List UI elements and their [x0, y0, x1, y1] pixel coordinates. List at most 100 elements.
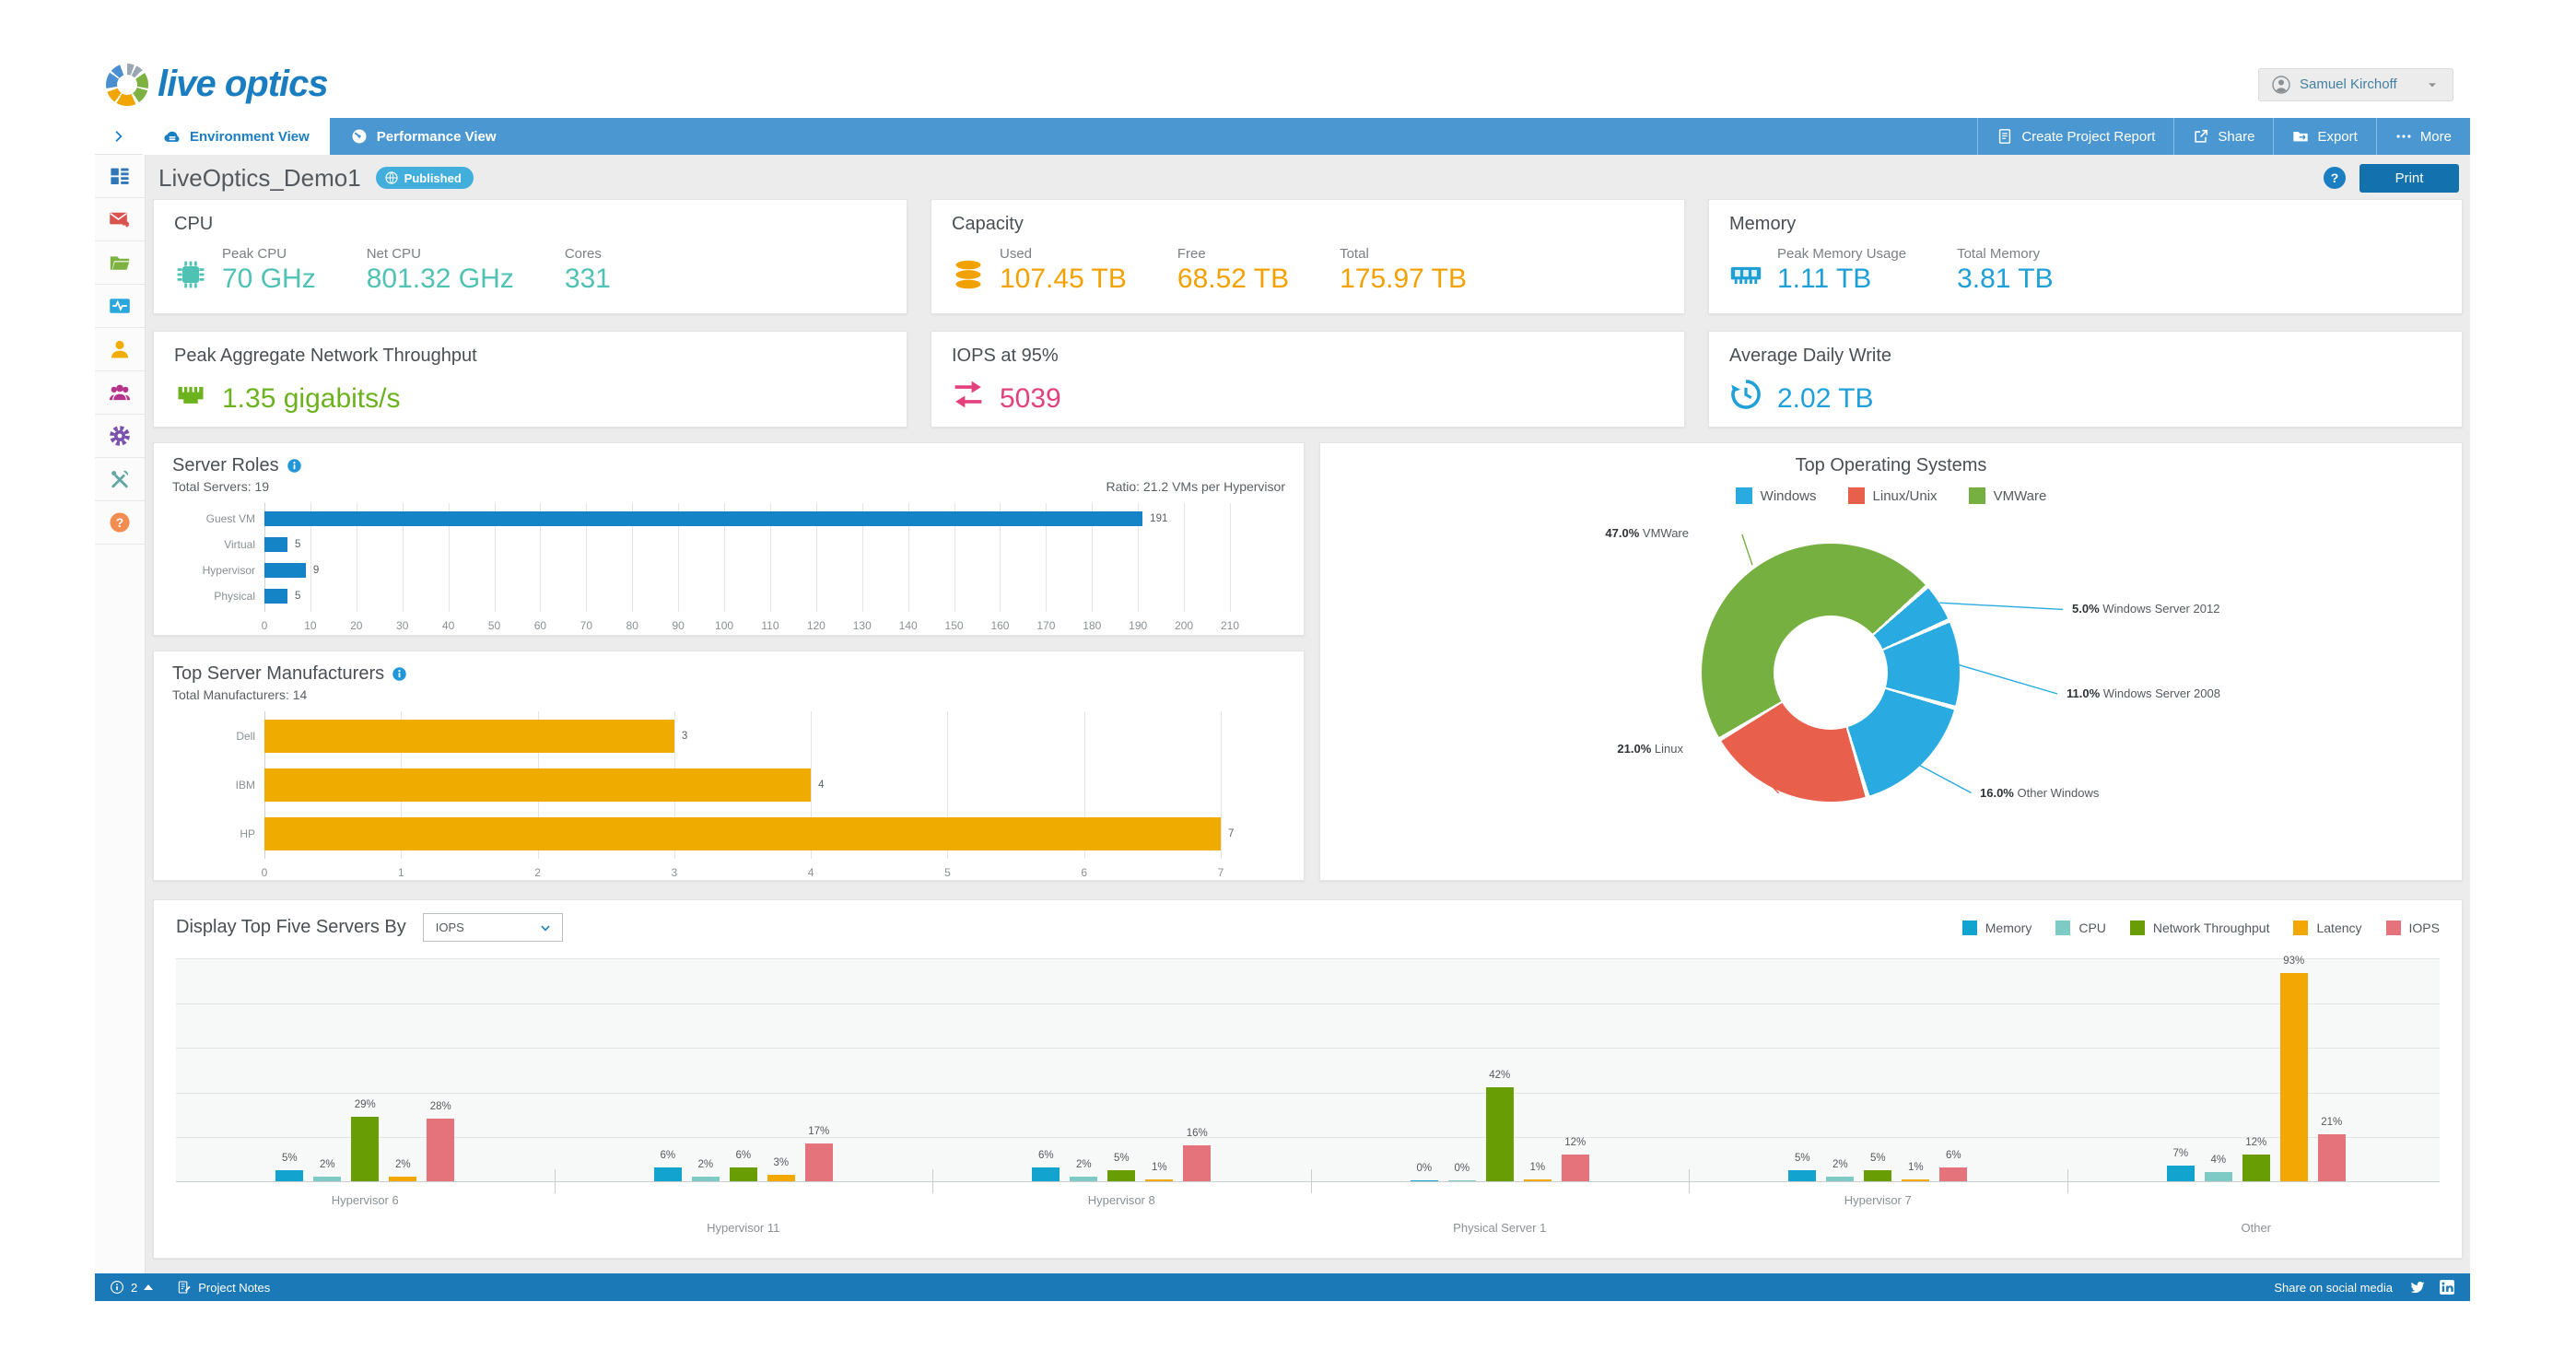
create-project-report-button[interactable]: Create Project Report [1977, 118, 2173, 155]
category-label: Dell [236, 730, 255, 743]
sidebar-item-dashboard[interactable] [95, 155, 145, 198]
export-icon [2292, 128, 2309, 145]
bar [264, 768, 812, 802]
legend-swatch [1968, 487, 1985, 504]
more-button[interactable]: More [2375, 118, 2470, 155]
metric: 5039 [1000, 383, 1061, 415]
action-label: Create Project Report [2021, 128, 2156, 145]
bar-value-label: 4% [2210, 1155, 2227, 1166]
bar-memory [653, 1167, 682, 1181]
cpu-icon [174, 258, 207, 291]
chevron-right-icon [111, 129, 126, 144]
gridline [176, 1048, 2440, 1050]
tick-label: 150 [944, 619, 964, 632]
view-tabs: Environment View Performance View [143, 118, 517, 155]
sidebar-item-profile[interactable] [95, 328, 145, 371]
sidebar-item-help[interactable]: ? [95, 501, 145, 545]
stat-card-memory: Memory Peak Memory Usage 1.11 TB Total Memo… [1708, 199, 2463, 314]
tick-label: 70 [580, 619, 593, 632]
sidebar-collapse-button[interactable] [95, 118, 143, 155]
dashboard-icon [109, 165, 131, 187]
gridline [947, 711, 949, 859]
print-button[interactable]: Print [2359, 163, 2459, 193]
metric-select[interactable]: IOPS [422, 913, 563, 942]
stat-card-capacity: Capacity Used 107.45 TB Free 68.52 TB Total 17… [931, 199, 1685, 314]
bar [264, 537, 287, 552]
gridline [1138, 503, 1140, 612]
bar-value-label: 0% [1454, 1163, 1470, 1174]
bar-value-label: 93% [2283, 956, 2305, 967]
axis-ticks: 0 1 2 3 4 5 6 7 [261, 866, 1224, 883]
category-label: Physical [214, 590, 255, 603]
bar-value-label: 6% [1037, 1150, 1054, 1161]
tick-label: 120 [806, 619, 825, 632]
tab-performance-view[interactable]: Performance View [330, 118, 517, 155]
bar-memory [275, 1170, 304, 1181]
axis-labels: Guest VM Virtual Hypervisor Physical [172, 503, 264, 636]
info-icon[interactable] [287, 458, 302, 474]
bar-value-label: 5% [1794, 1153, 1810, 1164]
bar-row: 7 [264, 817, 1234, 850]
manufacturers-subtitle: Total Manufacturers: 14 [172, 687, 308, 702]
tab-environment-view[interactable]: Environment View [143, 118, 330, 155]
bar-value-label: 1% [1529, 1162, 1546, 1173]
folder-icon [109, 252, 131, 274]
tick-label: 0 [261, 866, 268, 879]
gridline [769, 503, 771, 612]
gridline [586, 503, 588, 612]
tick-label: 3 [671, 866, 678, 879]
tick-label: 1 [397, 866, 404, 879]
tools-icon [109, 468, 131, 490]
plot-wrap: 3 4 7 0 1 2 3 4 5 6 7 [261, 711, 1234, 883]
stat-row-1: CPU Peak CPU 70 GHz Net CPU 801.32 GHz Cores 3… [153, 199, 2463, 314]
server-roles-chart: Guest VM Virtual Hypervisor Physical 191 5 9 5 0… [172, 503, 1285, 636]
export-button[interactable]: Export [2273, 118, 2375, 155]
sidebar: ? [95, 155, 146, 1273]
bar-latency [389, 1177, 417, 1181]
twitter-icon[interactable] [2409, 1279, 2426, 1296]
os-donut-chart: 47.0% VMWare 5.0% Windows Server 2012 11.0… [1342, 511, 2440, 867]
caret-up-icon [144, 1284, 154, 1290]
tick-label: 2 [534, 866, 541, 879]
bar-row: 5 [264, 589, 1230, 604]
logo-text: live optics [158, 64, 329, 104]
sidebar-item-projects[interactable] [95, 241, 145, 285]
manufacturers-card: Top Server Manufacturers Total Manufactu… [153, 651, 1305, 881]
sidebar-item-team[interactable] [95, 371, 145, 415]
bar-value-label: 28% [429, 1101, 451, 1112]
sidebar-item-tools[interactable] [95, 458, 145, 501]
tick-label: 7 [1217, 866, 1224, 879]
info-circle-icon [110, 1280, 124, 1295]
tick-label: 170 [1036, 619, 1056, 632]
manufacturers-title: Top Server Manufacturers [172, 663, 385, 684]
top-header: live optics Samuel Kirchoff [95, 51, 2470, 118]
axis-ticks: 0 10 20 30 40 50 60 70 80 90 100 110 120 130 140 150 160… [262, 619, 1239, 636]
project-notes-button[interactable]: Project Notes [177, 1280, 270, 1295]
sidebar-item-invitations[interactable] [95, 198, 145, 241]
notifications-toggle[interactable]: 2 [110, 1280, 154, 1295]
bar-cpu [691, 1177, 720, 1181]
bar-latency [2279, 973, 2308, 1181]
bar-iops [2317, 1134, 2346, 1181]
help-button[interactable]: ? [2323, 166, 2347, 190]
share-button[interactable]: Share [2173, 118, 2273, 155]
top-five-title: Display Top Five Servers By [176, 917, 406, 937]
server-roles-card: Server Roles Total Servers: 19 Ratio: 21… [153, 442, 1305, 636]
legend-swatch [2055, 920, 2071, 935]
tick-label: 90 [672, 619, 685, 632]
sidebar-item-settings[interactable] [95, 415, 145, 458]
category-label: Hypervisor 11 [707, 1221, 780, 1235]
notification-count: 2 [131, 1280, 138, 1295]
linkedin-icon[interactable] [2439, 1279, 2455, 1296]
gridline [264, 503, 265, 612]
bar-value-label: 2% [1075, 1159, 1092, 1170]
user-menu[interactable]: Samuel Kirchoff [2258, 67, 2453, 101]
metric: Net CPU 801.32 GHz [367, 246, 514, 295]
title-row: LiveOptics_Demo1 Published ? Print [153, 155, 2463, 195]
metric-label: Free [1177, 246, 1206, 262]
tick-label: 200 [1175, 619, 1194, 632]
bar-latency [767, 1175, 795, 1181]
user-icon [109, 338, 131, 360]
sidebar-item-activity[interactable] [95, 285, 145, 328]
info-icon[interactable] [392, 666, 407, 682]
